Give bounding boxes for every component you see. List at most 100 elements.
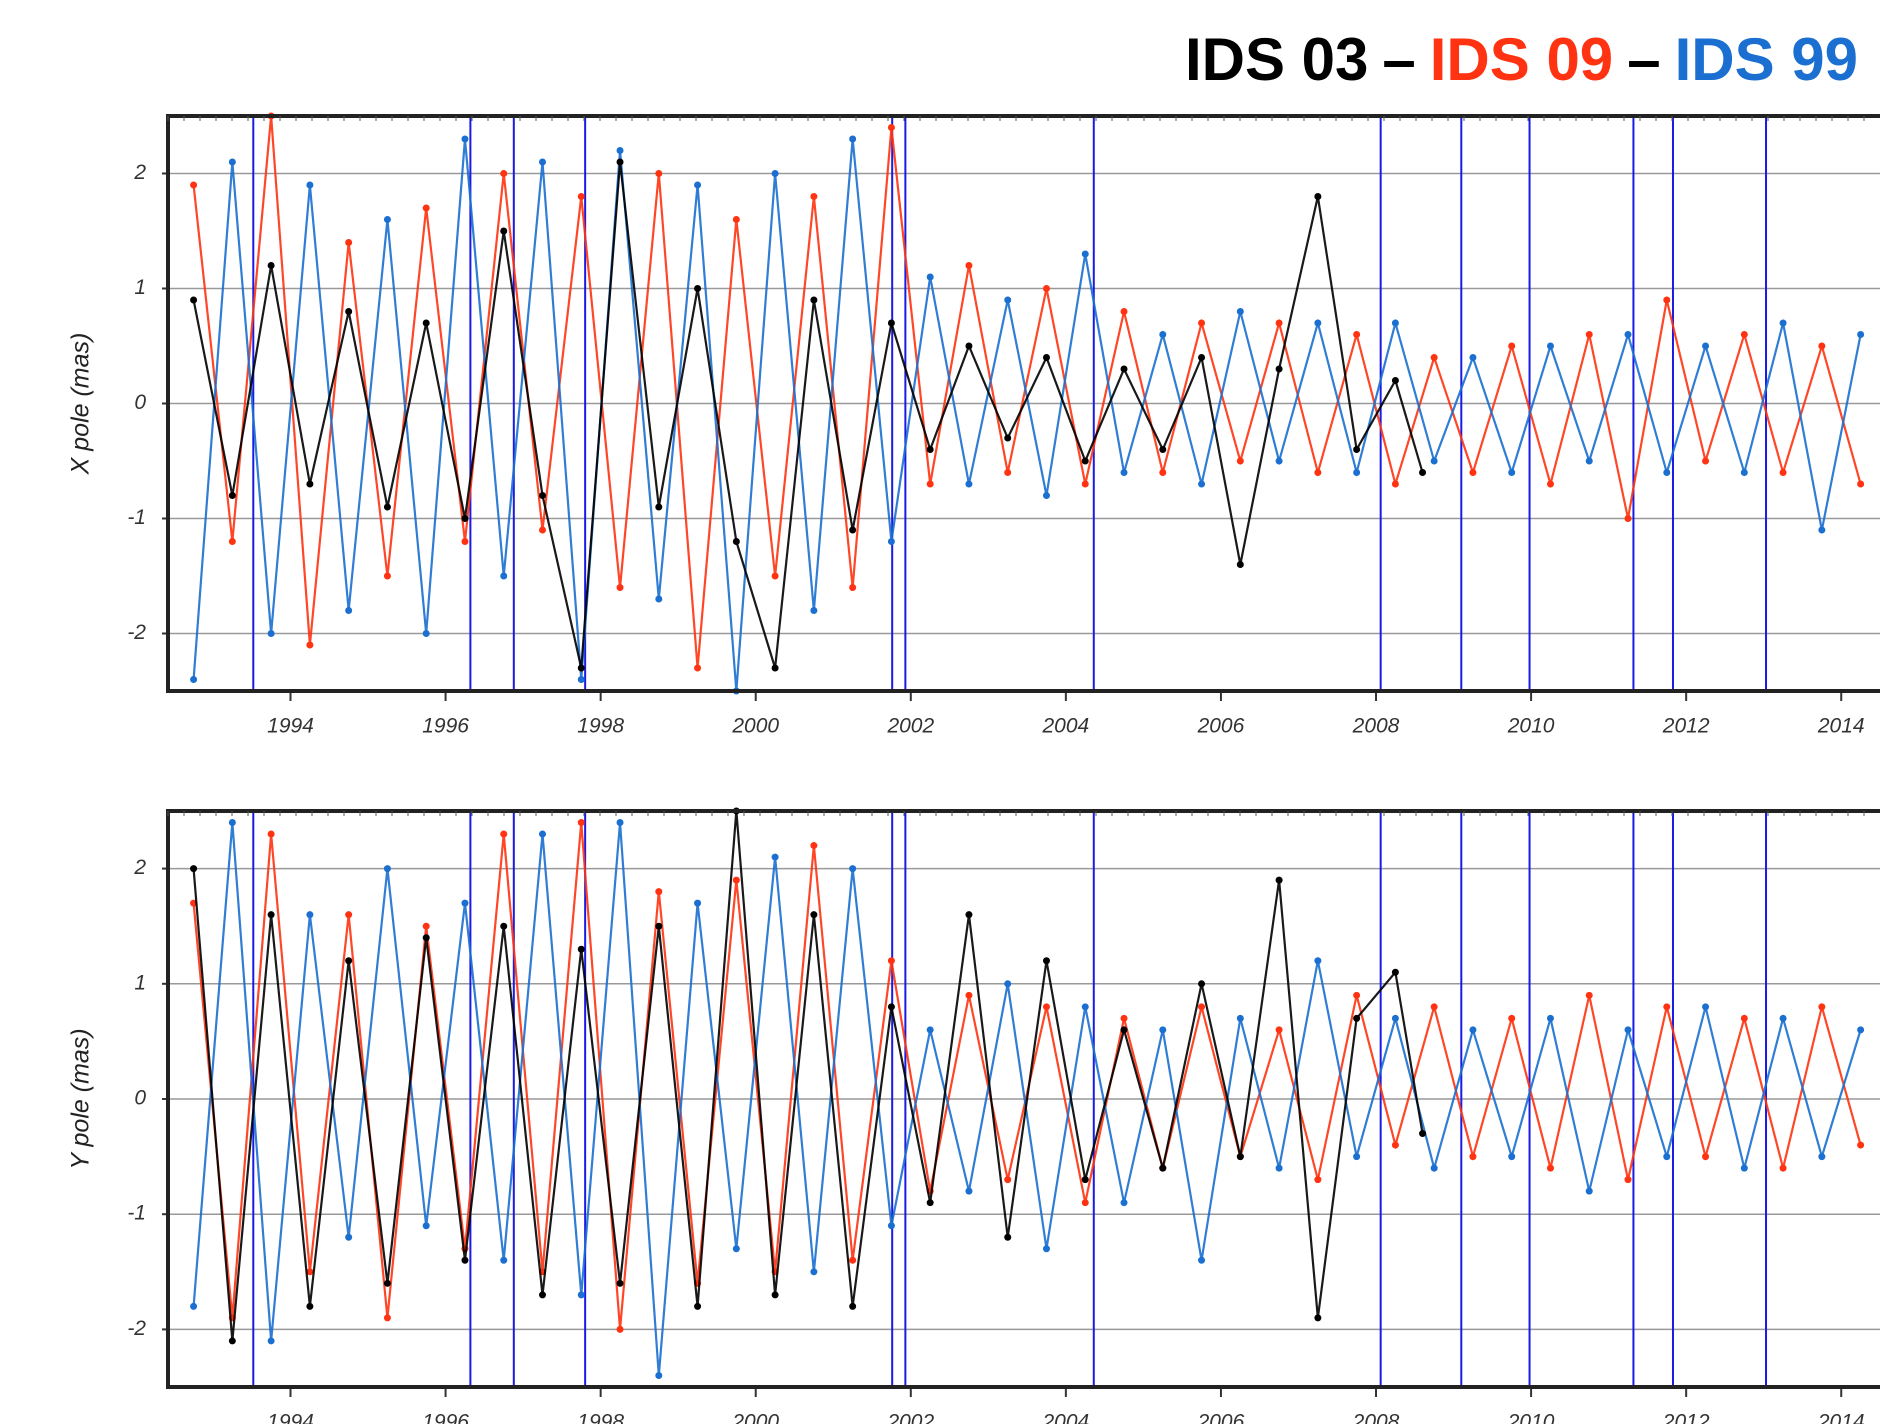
data-point bbox=[500, 1256, 508, 1264]
x-tick-label: 2000 bbox=[731, 1411, 779, 1424]
data-point bbox=[1391, 968, 1399, 976]
data-point bbox=[539, 492, 546, 499]
data-point bbox=[771, 1291, 779, 1299]
x-tick-label: 1998 bbox=[577, 1411, 624, 1424]
data-point bbox=[1624, 331, 1632, 338]
data-point bbox=[810, 296, 818, 304]
data-point bbox=[887, 319, 895, 327]
data-point bbox=[1353, 446, 1361, 453]
data-point bbox=[926, 446, 934, 453]
data-point bbox=[383, 503, 391, 511]
data-point bbox=[1198, 1003, 1206, 1011]
y-axis-title: X pole (mas) bbox=[67, 333, 95, 476]
y-tick-label: 2 bbox=[133, 856, 146, 879]
data-point bbox=[1198, 319, 1206, 327]
data-point bbox=[500, 572, 508, 580]
data-point bbox=[1120, 1026, 1128, 1034]
series-line bbox=[192, 822, 1862, 1376]
x-tick-label: 1996 bbox=[422, 1411, 469, 1424]
data-point bbox=[1585, 1187, 1593, 1195]
data-point bbox=[500, 922, 508, 930]
data-point bbox=[228, 158, 236, 166]
data-point bbox=[267, 830, 275, 838]
data-point bbox=[1159, 469, 1167, 476]
data-point bbox=[1004, 1176, 1012, 1184]
data-point bbox=[422, 934, 430, 942]
data-point bbox=[771, 664, 779, 672]
data-point bbox=[1042, 957, 1050, 965]
y-tick-label: -1 bbox=[127, 1202, 146, 1225]
data-point bbox=[1469, 354, 1477, 361]
data-point bbox=[383, 865, 391, 873]
data-point bbox=[1081, 1003, 1089, 1011]
data-point bbox=[1198, 354, 1206, 361]
data-point bbox=[1159, 1164, 1167, 1172]
data-point bbox=[1818, 1153, 1826, 1161]
x-tick-label: 2014 bbox=[1817, 715, 1865, 738]
data-point bbox=[577, 664, 585, 672]
x-tick-label: 2010 bbox=[1507, 715, 1555, 738]
data-point bbox=[1702, 1153, 1710, 1161]
x-tick-label: 1994 bbox=[267, 715, 314, 738]
data-point bbox=[616, 158, 624, 166]
data-point bbox=[926, 273, 934, 281]
data-point bbox=[616, 1279, 624, 1287]
data-point bbox=[1818, 526, 1826, 534]
data-point bbox=[1779, 319, 1787, 327]
y-tick-label: 2 bbox=[133, 161, 146, 184]
series-line bbox=[192, 810, 1424, 1342]
data-point bbox=[616, 1325, 624, 1333]
data-point bbox=[1469, 1153, 1477, 1161]
data-point bbox=[1391, 1014, 1399, 1022]
data-point bbox=[771, 572, 779, 580]
data-point bbox=[1159, 1026, 1167, 1034]
data-point bbox=[1663, 296, 1671, 304]
data-point bbox=[694, 285, 702, 292]
data-point bbox=[1391, 319, 1399, 327]
data-point bbox=[461, 1256, 469, 1264]
data-point bbox=[616, 147, 624, 154]
data-point bbox=[887, 1003, 895, 1011]
data-point bbox=[771, 853, 779, 861]
series-line bbox=[192, 161, 1424, 669]
x-tick-label: 2004 bbox=[1042, 1411, 1090, 1424]
data-point bbox=[383, 1279, 391, 1287]
data-point bbox=[1740, 1014, 1748, 1022]
data-point bbox=[345, 239, 353, 246]
data-point bbox=[190, 865, 198, 873]
data-point bbox=[306, 1268, 314, 1276]
data-point bbox=[1391, 1141, 1399, 1149]
data-point bbox=[694, 664, 702, 672]
data-point bbox=[1546, 342, 1554, 350]
data-point bbox=[422, 630, 430, 637]
x-tick-label: 2006 bbox=[1197, 715, 1245, 738]
data-point bbox=[1419, 469, 1427, 476]
data-point bbox=[306, 641, 314, 649]
data-point bbox=[1585, 991, 1593, 999]
x-tick-label: 2012 bbox=[1662, 715, 1710, 738]
data-point bbox=[1857, 1141, 1865, 1149]
data-point bbox=[577, 193, 585, 200]
data-point bbox=[1081, 457, 1089, 465]
title-separator: – bbox=[1627, 26, 1660, 93]
data-point bbox=[655, 922, 663, 930]
data-point bbox=[965, 262, 973, 269]
data-point bbox=[267, 262, 275, 269]
y-tick-label: 0 bbox=[134, 1087, 146, 1110]
data-point bbox=[1120, 365, 1128, 373]
data-point bbox=[1081, 250, 1089, 258]
data-point bbox=[267, 1337, 275, 1345]
x-tick-label: 2008 bbox=[1352, 715, 1400, 738]
data-point bbox=[267, 911, 275, 919]
y-tick-label: -2 bbox=[127, 621, 146, 644]
data-point bbox=[1508, 1153, 1516, 1161]
data-point bbox=[422, 922, 430, 930]
data-point bbox=[655, 170, 663, 177]
data-point bbox=[422, 1222, 430, 1230]
data-point bbox=[1740, 331, 1748, 338]
plot-frame bbox=[166, 114, 1880, 693]
data-point bbox=[1702, 1003, 1710, 1011]
data-point bbox=[1198, 480, 1206, 488]
x-tick-label: 2012 bbox=[1662, 1411, 1710, 1424]
data-point bbox=[1391, 480, 1399, 488]
